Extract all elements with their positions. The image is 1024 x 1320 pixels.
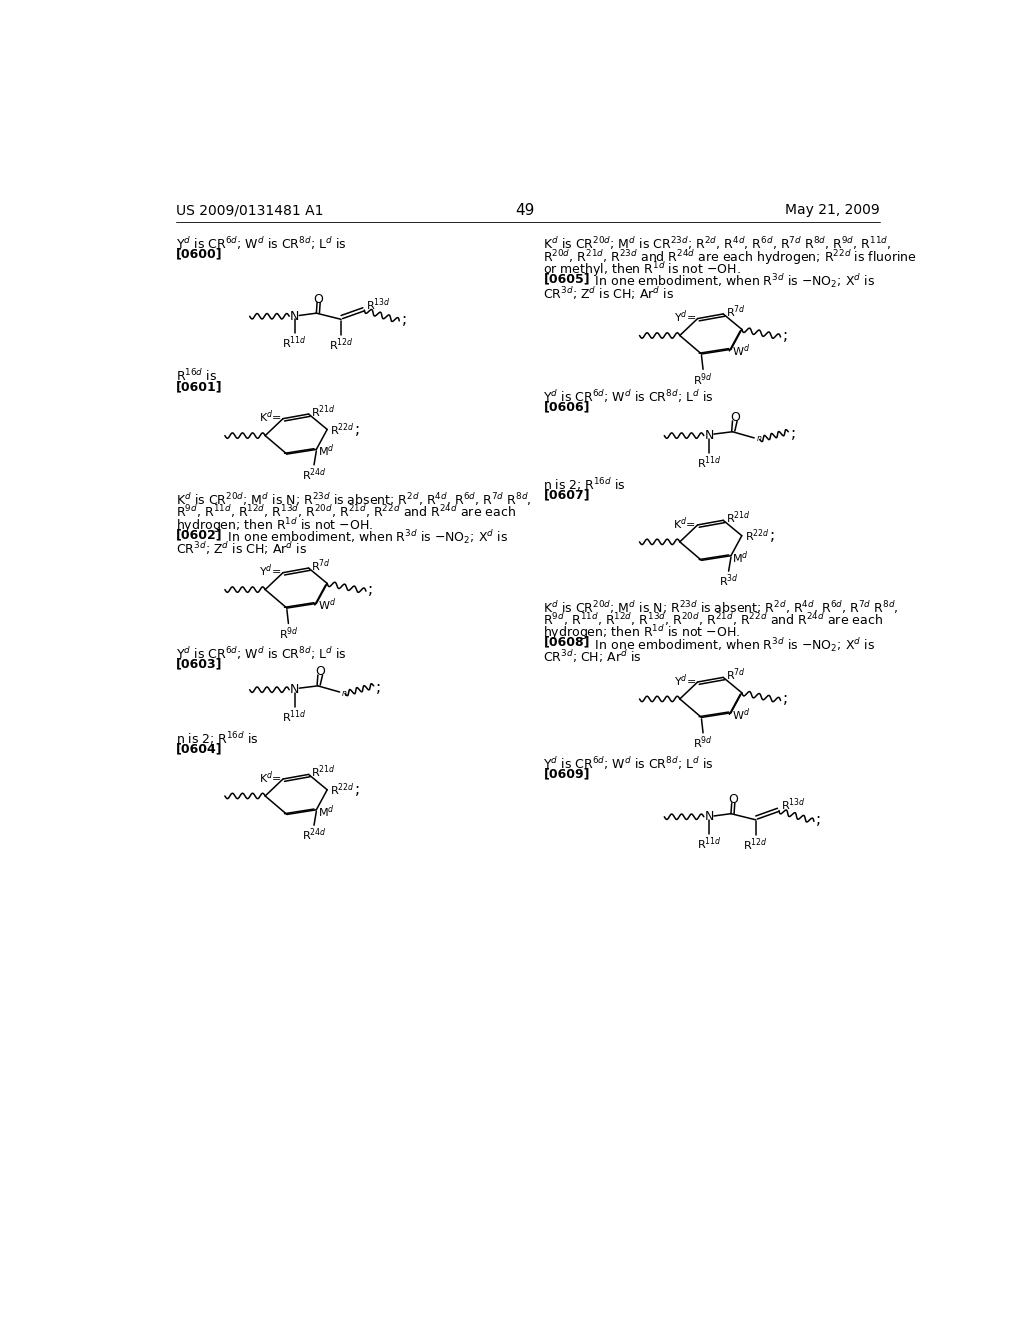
Text: hydrogen; then R$^{1d}$ is not $-$OH.: hydrogen; then R$^{1d}$ is not $-$OH. [544,623,740,643]
Text: In one embodiment, when R$^{3d}$ is $-$NO$_2$; X$^{d}$ is: In one embodiment, when R$^{3d}$ is $-$N… [579,272,876,290]
Text: R$^{12d}$: R$^{12d}$ [329,337,353,352]
Text: O: O [313,293,324,306]
Text: ;: ; [355,422,360,437]
Text: ;: ; [791,426,796,441]
Text: R$^{20d}$, R$^{21d}$, R$^{23d}$ and R$^{24d}$ are each hydrogen; R$^{22d}$ is fl: R$^{20d}$, R$^{21d}$, R$^{23d}$ and R$^{… [544,248,918,267]
Text: R$^{9d}$: R$^{9d}$ [279,626,298,642]
Text: R$^{16d}$ is: R$^{16d}$ is [176,368,217,384]
Text: R$^{24d}$: R$^{24d}$ [302,466,327,483]
Text: [0605]: [0605] [544,272,590,285]
Text: [0600]: [0600] [176,248,222,261]
Text: ;: ; [376,680,381,694]
Text: $_n$: $_n$ [341,689,347,698]
Text: R$^{7d}$: R$^{7d}$ [311,557,331,574]
Text: In one embodiment, when R$^{3d}$ is $-$NO$_2$; X$^{d}$ is: In one embodiment, when R$^{3d}$ is $-$N… [579,636,876,653]
Text: In one embodiment, when R$^{3d}$ is $-$NO$_2$; X$^{d}$ is: In one embodiment, when R$^{3d}$ is $-$N… [212,528,508,546]
Text: Y$^{d}$ is CR$^{6d}$; W$^{d}$ is CR$^{8d}$; L$^{d}$ is: Y$^{d}$ is CR$^{6d}$; W$^{d}$ is CR$^{8d… [544,388,714,405]
Text: CR$^{3d}$; Z$^{d}$ is CH; Ar$^{d}$ is: CR$^{3d}$; Z$^{d}$ is CH; Ar$^{d}$ is [176,540,307,557]
Text: R$^{7d}$: R$^{7d}$ [726,667,745,684]
Text: R$^{21d}$: R$^{21d}$ [726,510,751,527]
Text: May 21, 2009: May 21, 2009 [785,203,880,216]
Text: N: N [705,810,714,824]
Text: R$^{11d}$: R$^{11d}$ [697,454,722,471]
Text: R$^{9d}$, R$^{11d}$, R$^{12d}$, R$^{13d}$, R$^{20d}$, R$^{21d}$, R$^{22d}$ and R: R$^{9d}$, R$^{11d}$, R$^{12d}$, R$^{13d}… [544,611,884,628]
Text: US 2009/0131481 A1: US 2009/0131481 A1 [176,203,324,216]
Text: ;: ; [783,327,788,343]
Text: n is 2; R$^{16d}$ is: n is 2; R$^{16d}$ is [544,477,626,494]
Text: R$^{9d}$, R$^{11d}$, R$^{12d}$, R$^{13d}$, R$^{20d}$, R$^{21d}$, R$^{22d}$ and R: R$^{9d}$, R$^{11d}$, R$^{12d}$, R$^{13d}… [176,503,516,520]
Text: R$^{22d}$: R$^{22d}$ [744,528,770,544]
Text: [0607]: [0607] [544,488,590,502]
Text: K$^{d}$ is CR$^{20d}$; M$^{d}$ is N; R$^{23d}$ is absent; R$^{2d}$, R$^{4d}$, R$: K$^{d}$ is CR$^{20d}$; M$^{d}$ is N; R$^… [544,599,899,615]
Text: ;: ; [770,528,775,544]
Text: R$^{11d}$: R$^{11d}$ [283,335,307,351]
Text: [0608]: [0608] [544,636,590,649]
Text: or methyl, then R$^{1d}$ is not $-$OH.: or methyl, then R$^{1d}$ is not $-$OH. [544,260,741,279]
Text: Y$^{d}$=: Y$^{d}$= [674,672,696,689]
Text: W$^{d}$: W$^{d}$ [732,343,751,359]
Text: CR$^{3d}$; CH; Ar$^{d}$ is: CR$^{3d}$; CH; Ar$^{d}$ is [544,648,642,665]
Text: N: N [290,310,299,323]
Text: R$^{13d}$: R$^{13d}$ [366,296,390,313]
Text: [0603]: [0603] [176,657,222,671]
Text: R$^{24d}$: R$^{24d}$ [302,826,327,843]
Text: N: N [290,684,299,696]
Text: R$^{11d}$: R$^{11d}$ [697,836,722,851]
Text: K$^{d}$=: K$^{d}$= [259,409,282,425]
Text: K$^{d}$ is CR$^{20d}$; M$^{d}$ is CR$^{23d}$; R$^{2d}$, R$^{4d}$, R$^{6d}$, R$^{: K$^{d}$ is CR$^{20d}$; M$^{d}$ is CR$^{2… [544,235,892,252]
Text: M$^{d}$: M$^{d}$ [732,549,750,565]
Text: K$^{d}$ is CR$^{20d}$; M$^{d}$ is N; R$^{23d}$ is absent; R$^{2d}$, R$^{4d}$, R$: K$^{d}$ is CR$^{20d}$; M$^{d}$ is N; R$^… [176,491,531,508]
Text: R$^{9d}$: R$^{9d}$ [693,371,713,388]
Text: $_n$: $_n$ [756,434,762,445]
Text: O: O [728,793,738,807]
Text: Y$^{d}$=: Y$^{d}$= [259,562,282,579]
Text: M$^{d}$: M$^{d}$ [317,442,335,459]
Text: ;: ; [783,692,788,706]
Text: Y$^{d}$ is CR$^{6d}$; W$^{d}$ is CR$^{8d}$; L$^{d}$ is: Y$^{d}$ is CR$^{6d}$; W$^{d}$ is CR$^{8d… [176,645,347,661]
Text: [0601]: [0601] [176,380,222,393]
Text: O: O [730,412,739,425]
Text: R$^{12d}$: R$^{12d}$ [743,837,768,853]
Text: Y$^{d}$ is CR$^{6d}$; W$^{d}$ is CR$^{8d}$; L$^{d}$ is: Y$^{d}$ is CR$^{6d}$; W$^{d}$ is CR$^{8d… [544,755,714,772]
Text: [0602]: [0602] [176,528,222,541]
Text: R$^{11d}$: R$^{11d}$ [283,708,307,725]
Text: ;: ; [369,582,374,597]
Text: K$^{d}$=: K$^{d}$= [674,515,696,532]
Text: W$^{d}$: W$^{d}$ [317,597,336,614]
Text: R$^{7d}$: R$^{7d}$ [726,304,745,319]
Text: 49: 49 [515,203,535,218]
Text: W$^{d}$: W$^{d}$ [732,706,751,722]
Text: [0606]: [0606] [544,400,590,413]
Text: R$^{21d}$: R$^{21d}$ [311,763,336,780]
Text: ;: ; [355,783,360,797]
Text: [0609]: [0609] [544,767,590,780]
Text: R$^{22d}$: R$^{22d}$ [331,781,355,799]
Text: hydrogen; then R$^{1d}$ is not $-$OH.: hydrogen; then R$^{1d}$ is not $-$OH. [176,516,373,535]
Text: CR$^{3d}$; Z$^{d}$ is CH; Ar$^{d}$ is: CR$^{3d}$; Z$^{d}$ is CH; Ar$^{d}$ is [544,285,675,301]
Text: [0604]: [0604] [176,742,222,755]
Text: R$^{13d}$: R$^{13d}$ [780,797,805,813]
Text: Y$^{d}$=: Y$^{d}$= [674,309,696,325]
Text: ;: ; [401,312,407,327]
Text: R$^{22d}$: R$^{22d}$ [331,421,355,438]
Text: K$^{d}$=: K$^{d}$= [259,770,282,785]
Text: R$^{21d}$: R$^{21d}$ [311,404,336,420]
Text: R$^{9d}$: R$^{9d}$ [693,734,713,751]
Text: M$^{d}$: M$^{d}$ [317,803,335,820]
Text: N: N [705,429,714,442]
Text: ;: ; [816,812,821,828]
Text: R$^{3d}$: R$^{3d}$ [719,573,738,589]
Text: O: O [315,665,326,678]
Text: n is 2; R$^{16d}$ is: n is 2; R$^{16d}$ is [176,730,258,747]
Text: Y$^{d}$ is CR$^{6d}$; W$^{d}$ is CR$^{8d}$; L$^{d}$ is: Y$^{d}$ is CR$^{6d}$; W$^{d}$ is CR$^{8d… [176,235,347,252]
